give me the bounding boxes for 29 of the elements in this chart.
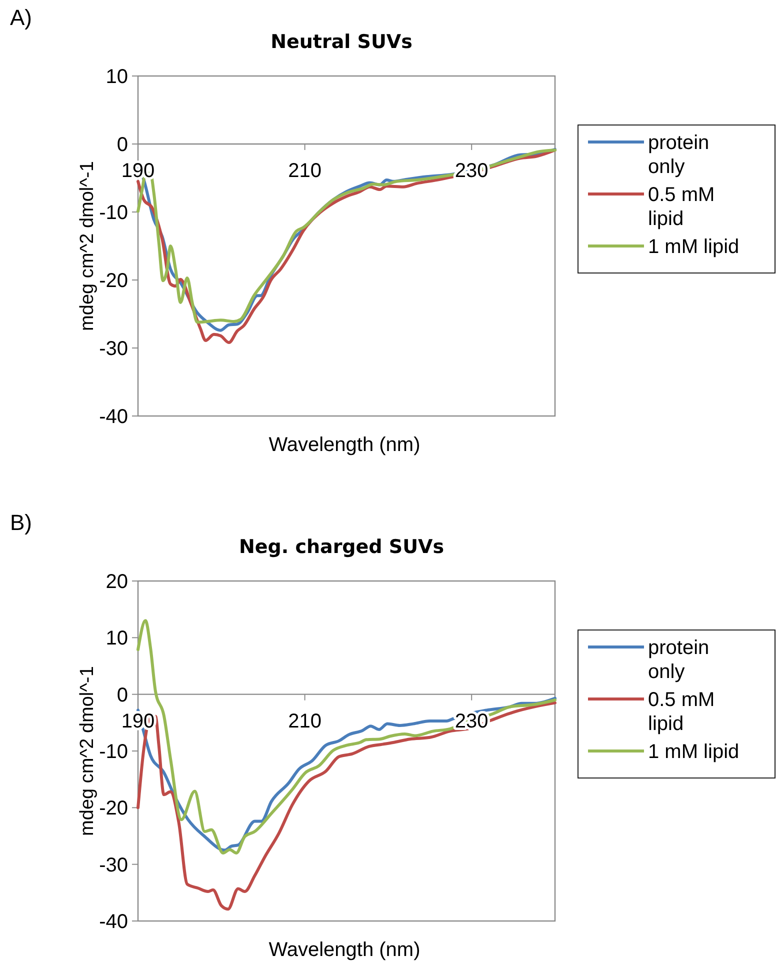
x-tick-label: 210 [288,710,322,732]
x-axis-title: Wavelength (nm) [268,939,420,961]
legend-label: protein only [648,637,710,683]
chart-title: Neg. charged SUVs [238,536,444,558]
x-axis-title: Wavelength (nm) [268,434,420,456]
y-tick-label: 10 [106,66,128,88]
legend-label: protein only [648,132,710,178]
y-tick-label: -30 [99,338,128,360]
text: A) [10,5,32,30]
x-tick-label: 210 [288,160,322,182]
legend-label: 0.5 mM lipid [648,689,715,735]
legend-label: 1 mM lipid [648,236,740,258]
y-tick-label: 10 [106,628,128,650]
y-tick-label: -10 [99,202,128,224]
y-tick-label: -40 [99,406,128,428]
y-tick-label: 0 [116,134,128,156]
y-tick-label: -40 [99,911,128,933]
chart-title: Neutral SUVs [270,31,412,53]
y-tick-label: 20 [106,571,128,593]
y-axis-title: mdeg cm^2 dmol^-1 [77,161,98,331]
legend-label: 1 mM lipid [648,741,740,763]
legend-label: 0.5 mM lipid [648,184,715,230]
y-tick-label: -20 [99,270,128,292]
y-tick-label: -30 [99,854,128,876]
y-tick-label: -10 [99,741,128,763]
y-tick-label: -20 [99,798,128,820]
text: B) [10,510,32,535]
y-tick-label: 0 [116,684,128,706]
y-axis-title: mdeg cm^2 dmol^-1 [77,666,98,836]
